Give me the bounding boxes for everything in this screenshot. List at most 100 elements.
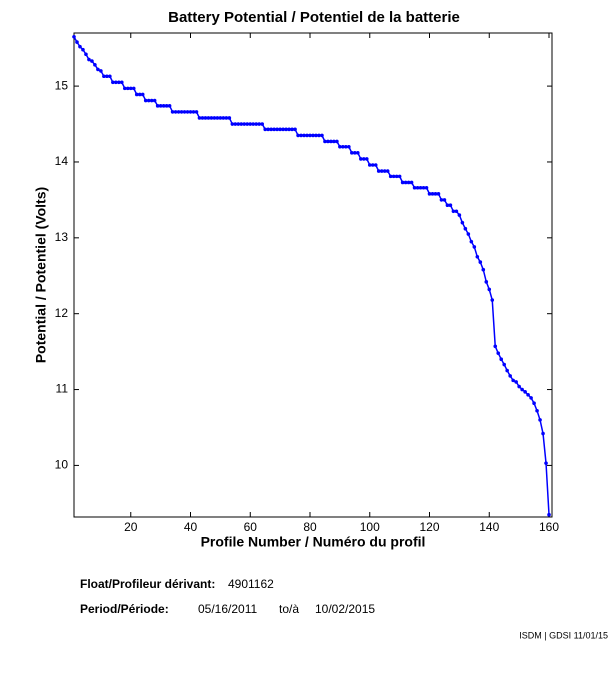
- data-point: [87, 57, 91, 62]
- data-point: [496, 351, 501, 355]
- data-point: [140, 92, 145, 97]
- data-point: [120, 80, 124, 85]
- data-point: [281, 127, 285, 132]
- data-point: [278, 127, 282, 132]
- data-point: [99, 69, 103, 73]
- data-point: [176, 110, 181, 114]
- data-point: [173, 110, 178, 114]
- data-point: [84, 52, 88, 57]
- data-point: [421, 185, 426, 190]
- data-point: [338, 144, 342, 149]
- data-point: [529, 396, 533, 400]
- to-label: to/à: [279, 602, 299, 616]
- data-point: [332, 139, 336, 144]
- data-point: [242, 122, 247, 126]
- data-point: [317, 133, 321, 138]
- data-point: [526, 393, 530, 397]
- data-point: [137, 92, 142, 97]
- x-tick-label: 20: [124, 520, 138, 534]
- data-point: [206, 116, 211, 120]
- data-point: [251, 122, 256, 126]
- data-point: [514, 380, 518, 384]
- data-point: [260, 122, 265, 126]
- data-point: [275, 127, 279, 132]
- data-point: [544, 461, 548, 465]
- data-point: [105, 74, 109, 79]
- data-point: [305, 133, 309, 138]
- data-point: [164, 104, 169, 108]
- data-point: [302, 133, 306, 138]
- data-point: [388, 174, 393, 179]
- data-point: [111, 80, 115, 85]
- data-point: [382, 169, 387, 173]
- data-point: [418, 185, 423, 190]
- data-point: [209, 116, 214, 120]
- x-tick-label: 100: [360, 520, 380, 534]
- data-point: [128, 86, 133, 91]
- data-point: [149, 98, 154, 103]
- data-point: [367, 163, 372, 167]
- data-point: [215, 116, 220, 120]
- data-point: [427, 192, 432, 196]
- data-point: [409, 180, 414, 185]
- data-point: [445, 203, 450, 208]
- data-point: [179, 110, 184, 114]
- x-tick-label: 40: [184, 520, 198, 534]
- data-point: [320, 133, 324, 138]
- data-point: [230, 122, 235, 126]
- credit: ISDM | GDSI 11/01/15: [519, 630, 608, 640]
- data-point: [353, 151, 357, 155]
- float-label: Float/Profileur dérivant:: [80, 577, 215, 591]
- data-point: [451, 209, 456, 214]
- data-point: [254, 122, 259, 126]
- data-point: [143, 98, 148, 103]
- x-tick-label: 140: [479, 520, 499, 534]
- data-point: [191, 110, 196, 114]
- data-point: [538, 418, 542, 422]
- data-point: [93, 63, 97, 67]
- data-point: [102, 74, 106, 79]
- data-point: [182, 110, 187, 114]
- data-point: [96, 67, 100, 72]
- data-point: [523, 390, 527, 394]
- data-point: [364, 157, 369, 161]
- data-point: [532, 401, 536, 406]
- data-point: [385, 169, 390, 173]
- data-point: [379, 169, 384, 173]
- data-point: [329, 139, 333, 144]
- data-point: [227, 116, 232, 120]
- data-point: [430, 192, 435, 196]
- y-tick-label: 10: [55, 458, 69, 472]
- data-point: [239, 122, 244, 126]
- data-point: [114, 80, 118, 85]
- data-point: [287, 127, 291, 132]
- data-point: [490, 298, 495, 302]
- data-point: [505, 368, 509, 373]
- data-point: [323, 139, 327, 144]
- data-point: [433, 192, 438, 196]
- data-point: [460, 220, 465, 225]
- x-tick-label: 80: [303, 520, 317, 534]
- data-point: [359, 157, 363, 161]
- axes-frame: [73, 32, 553, 518]
- data-point: [78, 44, 82, 49]
- x-tick-label: 60: [244, 520, 258, 534]
- data-point: [469, 239, 474, 244]
- data-point: [185, 110, 190, 114]
- data-point: [472, 245, 477, 249]
- data-point: [400, 180, 405, 185]
- y-tick-label: 11: [56, 382, 69, 396]
- data-point: [311, 133, 315, 138]
- data-point: [233, 122, 238, 126]
- data-point: [263, 127, 268, 132]
- data-point: [194, 110, 199, 114]
- data-point: [412, 185, 417, 190]
- data-point: [493, 344, 498, 349]
- data-point: [344, 144, 348, 149]
- data-point: [481, 267, 486, 272]
- data-point: [257, 122, 262, 126]
- data-point: [248, 122, 253, 126]
- data-point: [376, 169, 381, 173]
- data-point: [314, 133, 318, 138]
